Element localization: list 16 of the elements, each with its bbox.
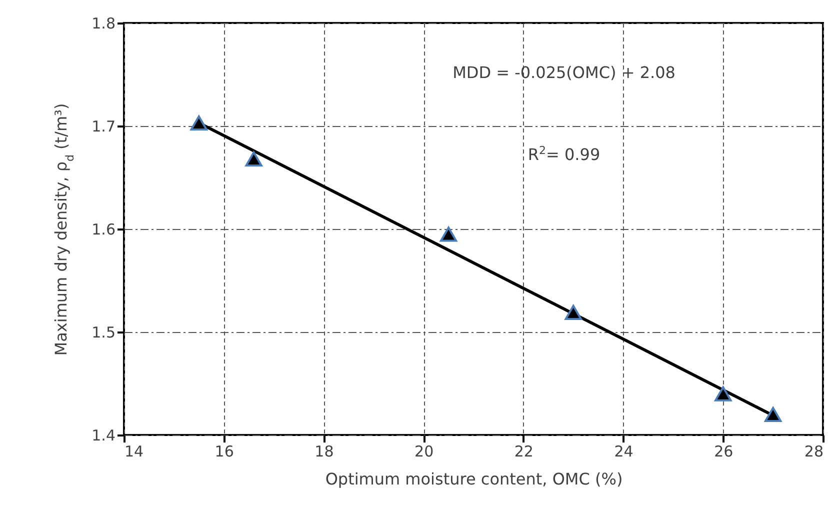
y-tick-label: 1.7	[92, 118, 116, 136]
x-tick-label: 26	[714, 442, 734, 460]
y-tick-label: 1.4	[92, 426, 116, 444]
annotation: MDD = -0.025(OMC) + 2.08	[452, 63, 676, 82]
x-tick-label: 14	[124, 442, 144, 460]
x-tick-label: 18	[314, 442, 334, 460]
x-tick-label: 22	[514, 442, 534, 460]
y-tick-label: 1.8	[92, 14, 116, 32]
annotation: R$^{2}$= 0.99	[528, 144, 600, 164]
x-tick-label: 24	[614, 442, 634, 460]
y-tick-label: 1.5	[92, 324, 116, 342]
x-axis-title: Optimum moisture content, OMC (%)	[325, 470, 623, 488]
x-tick-label: 28	[804, 442, 824, 460]
x-tick-label: 20	[414, 442, 434, 460]
x-tick-label: 16	[214, 442, 234, 460]
y-tick-label: 1.6	[92, 220, 116, 238]
